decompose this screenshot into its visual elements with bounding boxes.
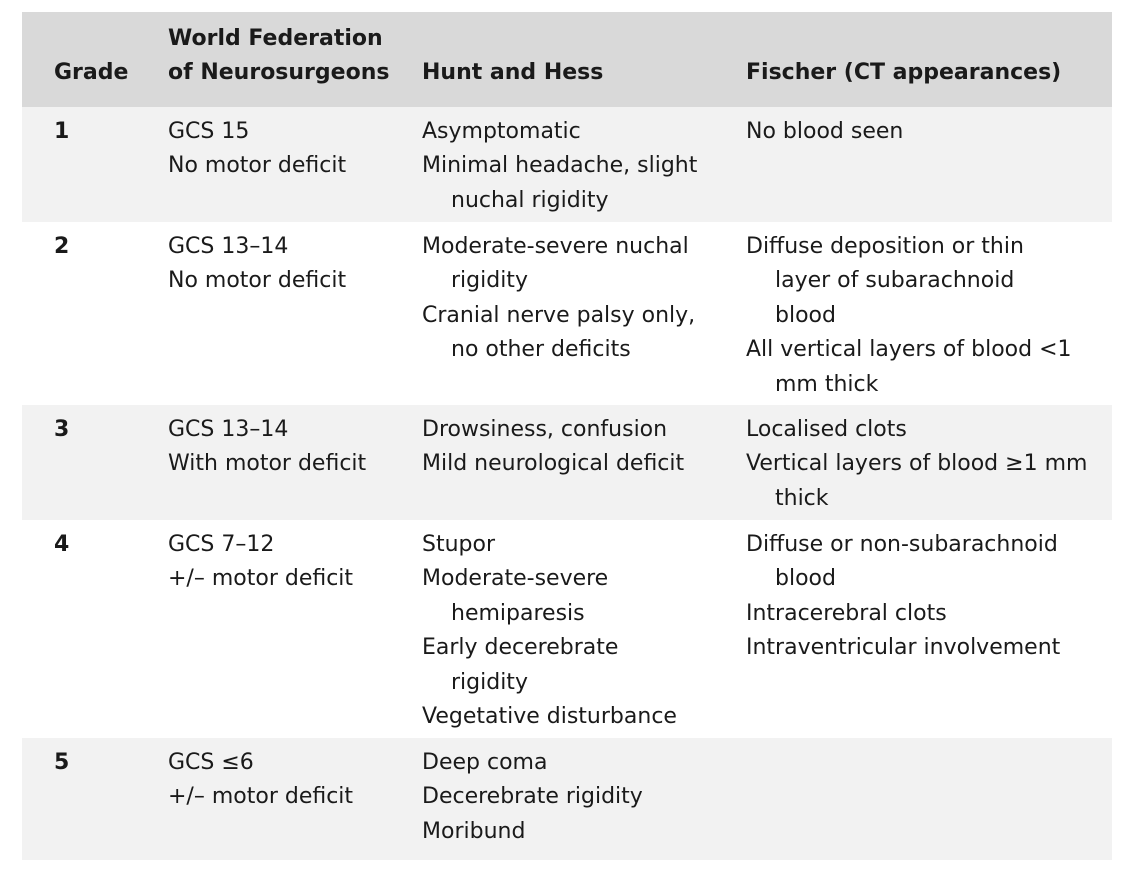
wfns-line: GCS ≤6 bbox=[168, 750, 254, 775]
table-row: 4 GCS 7–12 +/– motor deficit Stupor Mode… bbox=[22, 520, 1112, 738]
wfns-cell: GCS 15 No motor deficit bbox=[168, 115, 408, 184]
wfns-line: No motor deficit bbox=[168, 268, 347, 294]
wfns-line: +/– motor deficit bbox=[168, 566, 354, 592]
table-header: Grade World Federation of Neurosurgeons … bbox=[22, 12, 1112, 107]
fischer-entry: All vertical layers of blood <1 mm thick bbox=[746, 337, 1072, 397]
wfns-cell: GCS 7–12 +/– motor deficit bbox=[168, 528, 408, 597]
hunt-hess-entry: Moribund bbox=[422, 818, 526, 844]
fischer-entry: Intraventricular involvement bbox=[746, 635, 1061, 661]
grade-number: 1 bbox=[54, 119, 70, 144]
wfns-line: With motor deficit bbox=[168, 451, 367, 477]
table-row: 1 GCS 15 No motor deficit Asymptomatic M… bbox=[22, 107, 1112, 222]
hunt-hess-entry: Stupor bbox=[422, 532, 496, 557]
hunt-hess-cell: Deep coma Decerebrate rigidity Moribund bbox=[422, 746, 732, 849]
header-fischer: Fischer (CT appearances) bbox=[746, 60, 1062, 85]
grade-number: 2 bbox=[54, 234, 70, 259]
wfns-cell: GCS 13–14 No motor deficit bbox=[168, 230, 408, 299]
grade-number: 3 bbox=[54, 417, 70, 442]
fischer-entry: No blood seen bbox=[746, 119, 904, 144]
hunt-hess-entry: Minimal headache, slight nuchal rigidity bbox=[422, 153, 698, 213]
hunt-hess-entry: Drowsiness, confusion bbox=[422, 417, 668, 442]
hunt-hess-cell: Asymptomatic Minimal headache, slight nu… bbox=[422, 115, 732, 218]
fischer-cell: Localised clots Vertical layers of blood… bbox=[746, 413, 1106, 516]
hunt-hess-entry: Vegetative disturbance bbox=[422, 704, 677, 730]
header-wfns: World Federation of Neurosurgeons bbox=[168, 22, 408, 90]
wfns-line: GCS 7–12 bbox=[168, 532, 275, 557]
hunt-hess-cell: Drowsiness, confusion Mild neurological … bbox=[422, 413, 732, 482]
fischer-entry: Diffuse deposition or thin layer of suba… bbox=[746, 234, 1024, 328]
fischer-cell: Diffuse or non-subarachnoid blood Intrac… bbox=[746, 528, 1106, 666]
header-hunt-hess: Hunt and Hess bbox=[422, 60, 604, 85]
fischer-entry: Vertical layers of blood ≥1 mm thick bbox=[746, 451, 1088, 511]
wfns-line: GCS 15 bbox=[168, 119, 250, 144]
hunt-hess-entry: Decerebrate rigidity bbox=[422, 784, 643, 810]
wfns-line: GCS 13–14 bbox=[168, 234, 289, 259]
wfns-cell: GCS ≤6 +/– motor deficit bbox=[168, 746, 408, 815]
wfns-line: No motor deficit bbox=[168, 153, 347, 179]
hunt-hess-entry: Early decerebrate rigidity bbox=[422, 635, 619, 695]
table-row: 5 GCS ≤6 +/– motor deficit Deep coma Dec… bbox=[22, 738, 1112, 860]
header-grade: Grade bbox=[54, 60, 129, 85]
table-row: 3 GCS 13–14 With motor deficit Drowsines… bbox=[22, 405, 1112, 520]
hunt-hess-entry: Mild neurological deficit bbox=[422, 451, 685, 477]
hunt-hess-entry: Deep coma bbox=[422, 750, 548, 775]
hunt-hess-entry: Cranial nerve palsy only, no other defic… bbox=[422, 302, 696, 363]
fischer-entry: Localised clots bbox=[746, 417, 907, 442]
hunt-hess-cell: Stupor Moderate-severe hemiparesis Early… bbox=[422, 528, 677, 734]
hunt-hess-cell: Moderate-severe nuchal rigidity Cranial … bbox=[422, 230, 722, 368]
hunt-hess-entry: Moderate-severe nuchal rigidity bbox=[422, 234, 689, 294]
grade-number: 4 bbox=[54, 532, 70, 557]
wfns-line: +/– motor deficit bbox=[168, 784, 354, 810]
table-row: 2 GCS 13–14 No motor deficit Moderate-se… bbox=[22, 222, 1112, 405]
fischer-entry: Diffuse or non-subarachnoid blood bbox=[746, 532, 1058, 592]
wfns-cell: GCS 13–14 With motor deficit bbox=[168, 413, 408, 482]
fischer-entry: Intracerebral clots bbox=[746, 600, 947, 626]
hunt-hess-entry: Moderate-severe hemiparesis bbox=[422, 566, 609, 626]
header-wfns-line2: of Neurosurgeons bbox=[168, 60, 390, 85]
fischer-cell: No blood seen bbox=[746, 115, 1106, 149]
header-wfns-line1: World Federation bbox=[168, 26, 383, 51]
grade-number: 5 bbox=[54, 750, 70, 775]
grading-table: Grade World Federation of Neurosurgeons … bbox=[22, 12, 1112, 860]
wfns-line: GCS 13–14 bbox=[168, 417, 289, 442]
hunt-hess-entry: Asymptomatic bbox=[422, 119, 581, 144]
fischer-cell: Diffuse deposition or thin layer of suba… bbox=[746, 230, 1076, 402]
